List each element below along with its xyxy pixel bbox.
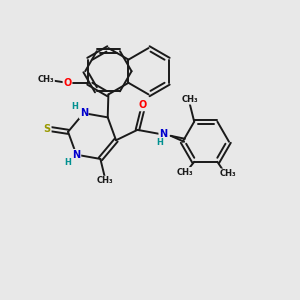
Text: O: O bbox=[139, 100, 147, 110]
Text: CH₃: CH₃ bbox=[182, 95, 198, 104]
Text: H: H bbox=[156, 138, 163, 147]
Text: CH₃: CH₃ bbox=[220, 169, 236, 178]
Text: CH₃: CH₃ bbox=[97, 176, 113, 185]
Text: CH₃: CH₃ bbox=[38, 75, 54, 84]
Text: S: S bbox=[44, 124, 51, 134]
Text: N: N bbox=[72, 150, 80, 160]
Text: CH₃: CH₃ bbox=[177, 168, 194, 177]
Text: N: N bbox=[159, 129, 167, 139]
Text: N: N bbox=[80, 108, 88, 118]
Text: H: H bbox=[64, 158, 71, 166]
Text: O: O bbox=[63, 78, 72, 88]
Text: H: H bbox=[71, 102, 78, 111]
